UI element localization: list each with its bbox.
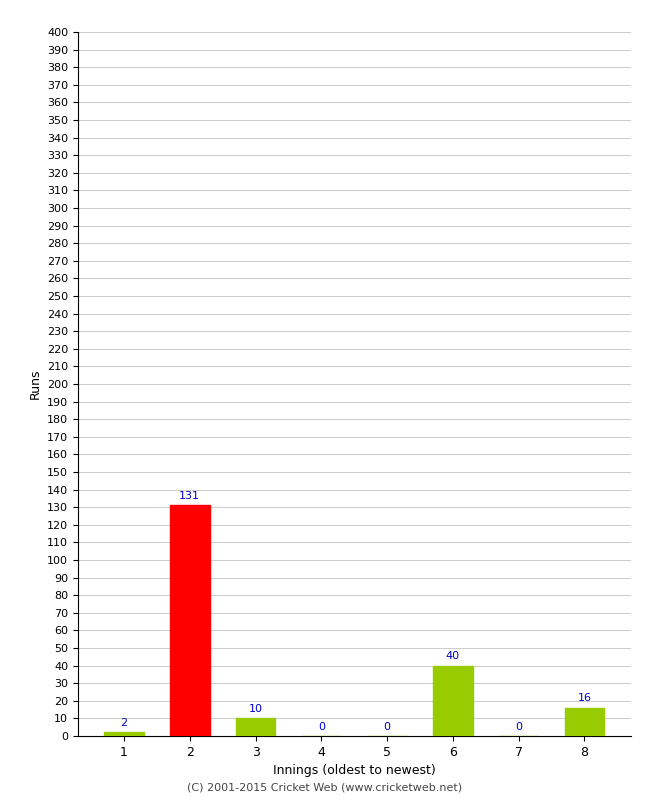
Bar [433,666,473,736]
Bar [104,733,144,736]
Bar [170,506,209,736]
Text: 0: 0 [318,722,325,731]
Text: 0: 0 [384,722,391,731]
Text: 0: 0 [515,722,522,731]
Text: 16: 16 [577,694,592,703]
Text: 10: 10 [248,704,263,714]
Text: 2: 2 [120,718,127,728]
Text: (C) 2001-2015 Cricket Web (www.cricketweb.net): (C) 2001-2015 Cricket Web (www.cricketwe… [187,782,463,792]
Text: 40: 40 [446,651,460,661]
Bar [236,718,276,736]
Text: 131: 131 [179,491,200,501]
Y-axis label: Runs: Runs [29,369,42,399]
Bar [565,708,604,736]
X-axis label: Innings (oldest to newest): Innings (oldest to newest) [273,764,436,778]
